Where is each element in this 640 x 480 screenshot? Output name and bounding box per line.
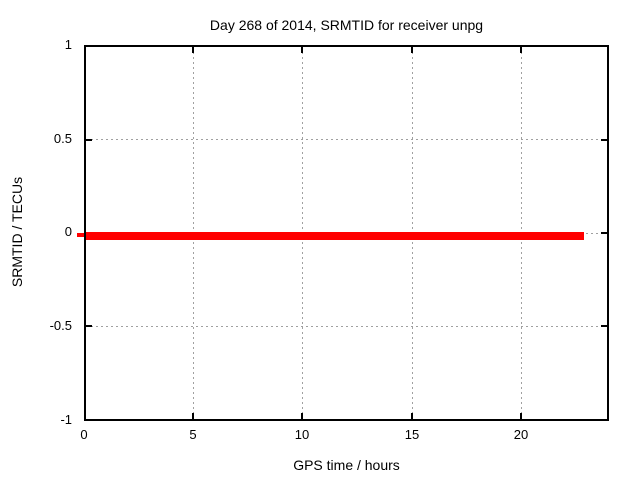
gridline-horizontal: [86, 326, 607, 327]
y-tick-label: 0.5: [53, 131, 72, 146]
x-tick-mark-top: [411, 47, 413, 53]
y-tick-label: -0.5: [49, 318, 72, 333]
y-tick-label: -1: [60, 412, 72, 427]
y-tick-mark-left: [86, 139, 92, 141]
y-tick-label: 0: [64, 224, 72, 239]
x-tick-label: 10: [294, 427, 310, 442]
x-tick-mark-bottom: [411, 413, 413, 419]
x-tick-label: 20: [513, 427, 529, 442]
x-tick-label: 5: [189, 427, 197, 442]
y-tick-mark-right: [601, 232, 607, 234]
x-tick-mark-top: [520, 47, 522, 53]
gridline-horizontal: [86, 139, 607, 140]
y-tick-mark-right: [601, 139, 607, 141]
chart-title: Day 268 of 2014, SRMTID for receiver unp…: [209, 17, 484, 33]
x-tick-label: 15: [404, 427, 420, 442]
x-tick-mark-top: [192, 47, 194, 53]
series-line-srmtid: [86, 232, 584, 240]
plot-area: [77, 45, 609, 421]
y-tick-label: 1: [64, 37, 72, 52]
x-tick-mark-bottom: [301, 413, 303, 419]
series-start-cap-mark: [77, 233, 84, 237]
x-tick-mark-top: [301, 47, 303, 53]
x-tick-mark-bottom: [520, 413, 522, 419]
x-tick-mark-bottom: [192, 413, 194, 419]
y-tick-mark-left: [86, 325, 92, 327]
x-tick-label: 0: [80, 427, 88, 442]
x-axis-label: GPS time / hours: [293, 457, 400, 473]
y-tick-mark-right: [601, 325, 607, 327]
